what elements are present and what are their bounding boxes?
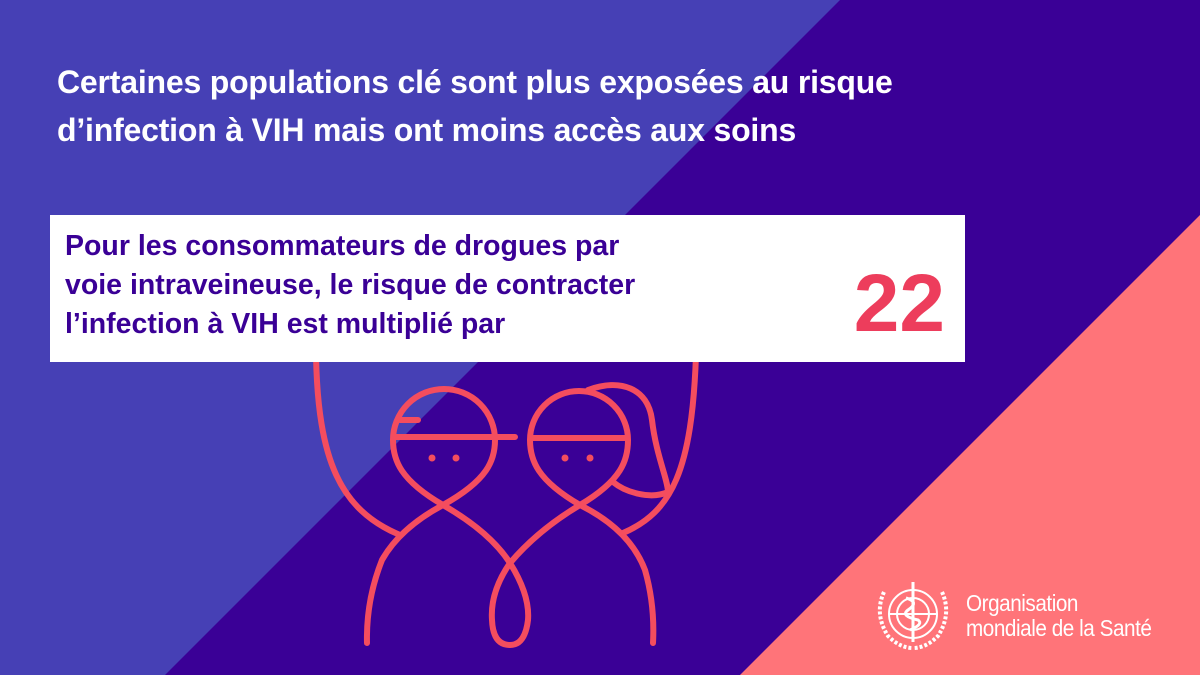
headline: Certaines populations clé sont plus expo… [57, 58, 893, 154]
risk-multiplier: 22 [853, 258, 945, 349]
who-logo: Organisation mondiale de la Santé [870, 578, 1172, 654]
logo-line: Organisation [966, 590, 1078, 616]
fact-line: Pour les consommateurs de drogues par [65, 230, 620, 262]
logo-line: mondiale de la Santé [966, 615, 1152, 641]
headline-line: d’infection à VIH mais ont moins accès a… [57, 112, 797, 148]
fact-text: Pour les consommateurs de drogues par vo… [65, 227, 635, 344]
fact-line: voie intraveineuse, le risque de contrac… [65, 269, 636, 301]
fact-line: l’infection à VIH est multiplié par [65, 308, 506, 340]
who-emblem-icon [877, 582, 949, 650]
fact-box: Pour les consommateurs de drogues par vo… [50, 215, 965, 362]
headline-line: Certaines populations clé sont plus expo… [57, 64, 893, 100]
who-name: Organisation mondiale de la Santé [966, 590, 1152, 641]
